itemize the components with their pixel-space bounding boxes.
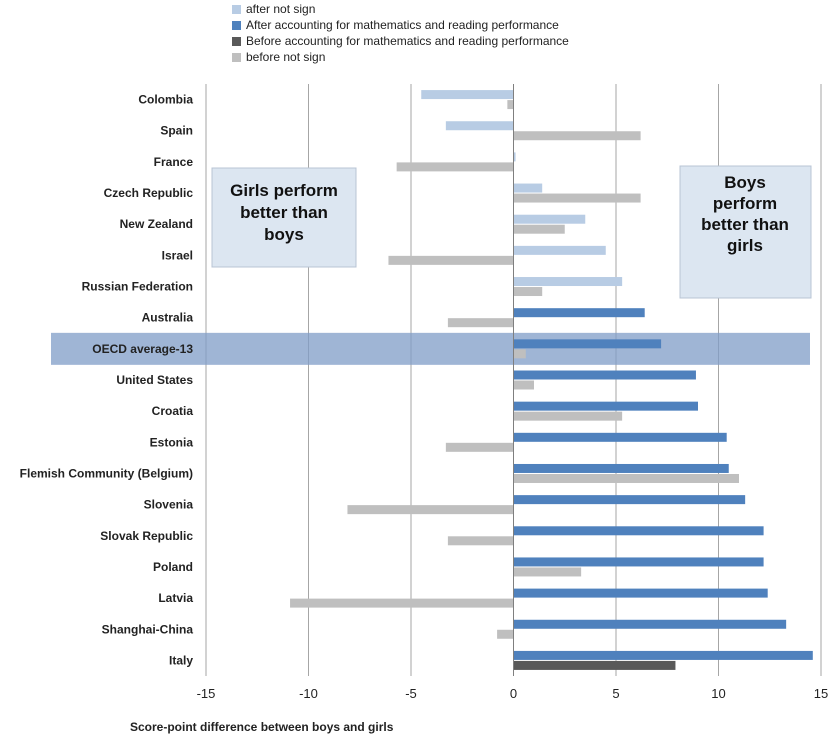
- girls-callout-text: better than: [240, 203, 328, 222]
- category-label-new-zealand: New Zealand: [120, 217, 193, 231]
- category-label-spain: Spain: [160, 124, 193, 138]
- after-bar-new-zealand: [513, 214, 586, 224]
- after-bar-poland: [513, 557, 764, 567]
- boys-callout-text: perform: [713, 194, 777, 213]
- after-bar-czech-republic: [513, 183, 543, 193]
- category-label-colombia: Colombia: [138, 93, 193, 107]
- category-label-italy: Italy: [169, 653, 193, 667]
- after-bar-spain: [445, 121, 514, 131]
- before-bar-slovenia: [347, 505, 514, 515]
- girls-callout-box: [211, 167, 357, 268]
- x-tick-label-5: -5: [405, 686, 417, 701]
- before-bar-poland: [513, 567, 582, 577]
- legend-label-before-not-sign: before not sign: [246, 50, 325, 64]
- category-label-oecd-average-13: OECD average-13: [92, 342, 193, 356]
- before-bar-israel: [388, 255, 514, 265]
- before-bar-italy: [513, 660, 676, 670]
- after-bar-shanghai-china: [513, 619, 787, 629]
- before-bar-russian-federation: [513, 287, 543, 297]
- legend-swatch-before-not-sign: [232, 53, 241, 62]
- category-label-france: France: [154, 155, 194, 169]
- legend-label-after-accounting-for-mathematics-and-reading-performance: After accounting for mathematics and rea…: [246, 18, 559, 32]
- after-bar-australia: [513, 308, 645, 318]
- before-bar-croatia: [513, 411, 623, 421]
- girls-callout-text: boys: [264, 225, 304, 244]
- legend-swatch-after-not-sign: [232, 5, 241, 14]
- after-bar-united-states: [513, 370, 696, 380]
- after-bar-colombia: [421, 90, 514, 100]
- boys-callout-text: Boys: [724, 173, 766, 192]
- after-bar-israel: [513, 245, 606, 255]
- x-axis-title: Score-point difference between boys and …: [130, 720, 394, 734]
- before-bar-australia: [447, 318, 514, 328]
- x-tick-label-0: 0: [510, 686, 517, 701]
- before-bar-slovak-republic: [447, 536, 514, 546]
- before-bar-shanghai-china: [497, 629, 514, 639]
- legend-label-before-accounting-for-mathematics-and-reading-performance: Before accounting for mathematics and re…: [246, 34, 569, 48]
- legend-swatch-before-accounting-for-mathematics-and-reading-performance: [232, 37, 241, 46]
- after-bar-croatia: [513, 401, 698, 411]
- after-bar-russian-federation: [513, 277, 623, 287]
- boys-callout-text: better than: [701, 215, 789, 234]
- before-bar-united-states: [513, 380, 534, 390]
- x-tick-label-10: -10: [299, 686, 318, 701]
- after-bar-estonia: [513, 432, 727, 442]
- before-bar-colombia: [507, 100, 514, 110]
- category-label-croatia: Croatia: [152, 404, 194, 418]
- category-label-latvia: Latvia: [158, 591, 193, 605]
- before-bar-new-zealand: [513, 224, 565, 234]
- boys-callout-text: girls: [727, 236, 763, 255]
- after-bar-slovak-republic: [513, 526, 764, 536]
- before-bar-flemish-community-belgium: [513, 473, 739, 483]
- before-bar-oecd-average-13: [513, 349, 526, 359]
- category-label-shanghai-china: Shanghai-China: [102, 622, 194, 636]
- girls-callout-text: Girls perform: [230, 181, 338, 200]
- category-label-russian-federation: Russian Federation: [82, 280, 193, 294]
- boys-callout-box: [679, 165, 812, 299]
- after-bar-slovenia: [513, 495, 746, 505]
- category-label-united-states: United States: [116, 373, 193, 387]
- after-bar-latvia: [513, 588, 768, 598]
- oecd-highlight-band: [51, 332, 810, 365]
- legend-label-after-not-sign: after not sign: [246, 2, 315, 16]
- before-bar-czech-republic: [513, 193, 641, 203]
- before-bar-france: [396, 162, 514, 172]
- before-bar-estonia: [445, 442, 514, 452]
- category-label-poland: Poland: [153, 560, 193, 574]
- after-bar-flemish-community-belgium: [513, 463, 729, 473]
- category-label-slovak-republic: Slovak Republic: [100, 529, 193, 543]
- after-bar-oecd-average-13: [513, 339, 662, 349]
- category-label-australia: Australia: [142, 311, 194, 325]
- before-bar-latvia: [290, 598, 514, 608]
- legend-swatch-after-accounting-for-mathematics-and-reading-performance: [232, 21, 241, 30]
- x-tick-label-10: 10: [711, 686, 725, 701]
- category-label-czech-republic: Czech Republic: [104, 186, 194, 200]
- after-bar-france: [513, 152, 516, 162]
- x-tick-label-5: 5: [612, 686, 619, 701]
- category-label-flemish-community-belgium: Flemish Community (Belgium): [20, 466, 193, 480]
- category-label-slovenia: Slovenia: [144, 498, 194, 512]
- after-bar-italy: [513, 650, 813, 660]
- category-label-estonia: Estonia: [150, 435, 194, 449]
- x-tick-label-15: 15: [814, 686, 828, 701]
- category-label-israel: Israel: [162, 248, 193, 262]
- x-tick-label-15: -15: [197, 686, 216, 701]
- before-bar-spain: [513, 131, 641, 141]
